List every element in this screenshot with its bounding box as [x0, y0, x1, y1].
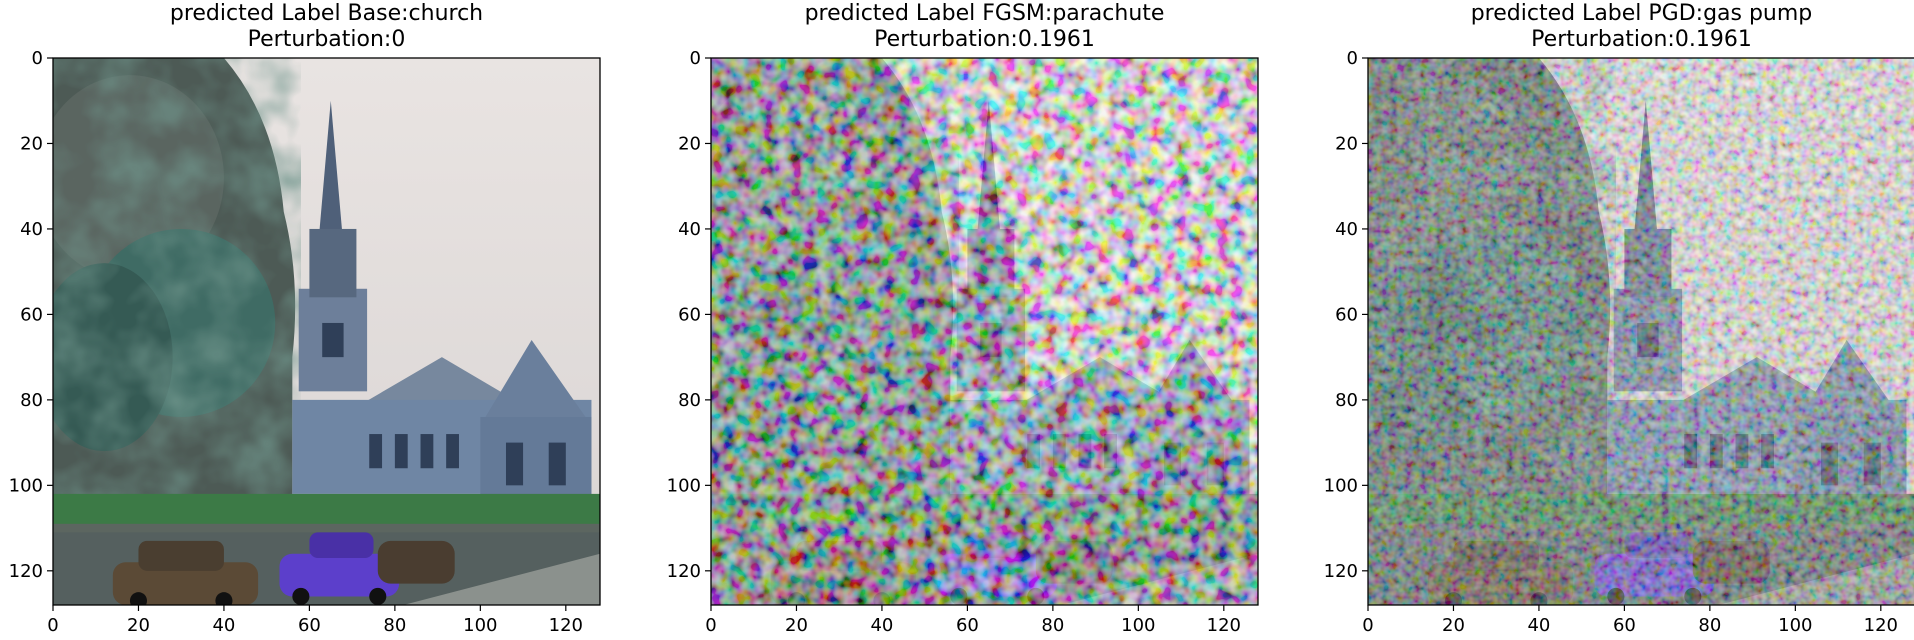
y-tick-label: 80: [1335, 390, 1358, 411]
y-tick-label: 60: [678, 304, 701, 325]
y-tick-label: 60: [20, 304, 43, 325]
y-tick-label: 0: [690, 48, 701, 69]
y-tick-label: 0: [32, 48, 43, 69]
y-tick-label: 20: [20, 133, 43, 154]
x-tick-label: 120: [549, 615, 583, 636]
x-tick-label: 40: [212, 615, 235, 636]
image-church-photo: [36, 58, 600, 609]
x-tick-label: 60: [956, 615, 979, 636]
x-tick-label: 40: [1527, 615, 1550, 636]
x-tick-label: 120: [1864, 615, 1898, 636]
panel-subtitle: Perturbation:0: [248, 27, 406, 52]
y-tick-label: 80: [678, 390, 701, 411]
y-tick-label: 120: [9, 561, 43, 582]
x-tick-label: 0: [47, 615, 58, 636]
x-tick-label: 60: [1613, 615, 1636, 636]
panel-2: predicted Label FGSM:parachutePerturbati…: [667, 1, 1259, 636]
panel-title: predicted Label PGD:gas pump: [1471, 1, 1813, 26]
x-tick-label: 80: [1698, 615, 1721, 636]
x-tick-label: 0: [705, 615, 716, 636]
panel-title: predicted Label FGSM:parachute: [805, 1, 1165, 26]
y-tick-label: 100: [1324, 475, 1358, 496]
x-tick-label: 100: [463, 615, 497, 636]
x-tick-label: 40: [870, 615, 893, 636]
x-tick-label: 0: [1362, 615, 1373, 636]
x-tick-label: 100: [1778, 615, 1812, 636]
y-tick-label: 40: [678, 219, 701, 240]
x-tick-label: 20: [785, 615, 808, 636]
y-tick-label: 40: [1335, 219, 1358, 240]
y-tick-label: 0: [1347, 48, 1358, 69]
x-tick-label: 20: [127, 615, 150, 636]
y-tick-label: 120: [667, 561, 701, 582]
image-fgsm-adversarial-image: [711, 58, 1258, 605]
y-tick-label: 100: [9, 475, 43, 496]
y-tick-label: 80: [20, 390, 43, 411]
panel-subtitle: Perturbation:0.1961: [874, 27, 1095, 52]
x-tick-label: 80: [383, 615, 406, 636]
y-tick-label: 100: [667, 475, 701, 496]
y-tick-label: 20: [1335, 133, 1358, 154]
axes-frame: [52, 57, 601, 606]
x-tick-label: 20: [1442, 615, 1465, 636]
x-tick-label: 60: [298, 615, 321, 636]
image-pgd-adversarial-image: [1368, 58, 1914, 605]
axes-frame: [710, 57, 1259, 606]
x-tick-label: 80: [1041, 615, 1064, 636]
y-tick-label: 20: [678, 133, 701, 154]
y-tick-label: 60: [1335, 304, 1358, 325]
x-tick-label: 120: [1207, 615, 1241, 636]
x-tick-label: 100: [1121, 615, 1155, 636]
y-tick-label: 120: [1324, 561, 1358, 582]
y-tick-label: 40: [20, 219, 43, 240]
panel-title: predicted Label Base:church: [170, 1, 483, 26]
axes-frame: [1367, 57, 1914, 606]
panel-1: predicted Label Base:churchPerturbation:…: [9, 1, 601, 636]
panel-3: predicted Label PGD:gas pumpPerturbation…: [1324, 1, 1914, 636]
panel-subtitle: Perturbation:0.1961: [1531, 27, 1752, 52]
